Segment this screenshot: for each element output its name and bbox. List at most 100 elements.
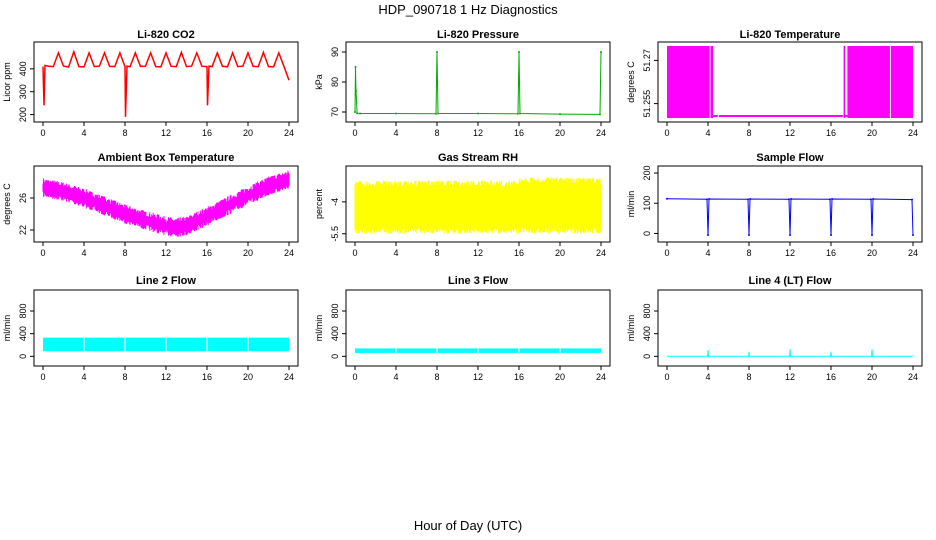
- x-tick-label: 8: [746, 372, 751, 382]
- panel-title: Li-820 Pressure: [437, 29, 519, 41]
- x-tick-label: 8: [122, 128, 127, 138]
- x-tick-label: 0: [352, 248, 357, 258]
- point: [749, 198, 752, 201]
- panel-title: Line 4 (LT) Flow: [749, 275, 832, 287]
- page-title: HDP_090718 1 Hz Diagnostics: [378, 2, 558, 17]
- y-tick-label: 800: [330, 303, 340, 318]
- x-tick-label: 16: [514, 248, 524, 258]
- y-axis-label: ml/min: [2, 315, 12, 342]
- point: [436, 51, 438, 53]
- x-tick-label: 8: [122, 372, 127, 382]
- point: [516, 112, 519, 115]
- x-tick-label: 0: [664, 248, 669, 258]
- y-tick-label: 400: [18, 61, 28, 76]
- x-tick-label: 0: [40, 248, 45, 258]
- y-tick-label: 400: [18, 326, 28, 341]
- y-tick-label: 0: [18, 354, 28, 359]
- point: [912, 233, 914, 236]
- y-tick-label: 200: [642, 166, 652, 181]
- y-tick-label: 800: [642, 303, 652, 318]
- y-axis-label: degrees C: [626, 61, 636, 103]
- x-tick-label: 20: [867, 248, 877, 258]
- y-axis-label: ml/min: [626, 191, 636, 218]
- panel-4: Ambient Box Temperature degrees C 0 4 8 12 16 2…: [2, 152, 299, 258]
- point: [831, 198, 834, 201]
- series-trace: [42, 170, 290, 237]
- y-tick-label: 51.255: [642, 90, 652, 118]
- x-tick-label: 8: [434, 372, 439, 382]
- point: [910, 198, 913, 201]
- panel-1: Li-820 CO2 Licor ppm 0 4 8 12 16 20 24 200 300 400: [2, 29, 299, 138]
- point: [707, 233, 709, 236]
- x-tick-label: 4: [81, 248, 86, 258]
- x-tick-label: 0: [40, 128, 45, 138]
- point: [598, 113, 601, 116]
- series-trace: [354, 177, 602, 234]
- x-tick-label: 24: [908, 372, 918, 382]
- x-tick-label: 0: [40, 372, 45, 382]
- x-tick-label: 20: [867, 128, 877, 138]
- panel-8: Line 3 Flow ml/min 0 4 8 12 16 20 24 0 400 800: [314, 275, 611, 382]
- rh-noise: [354, 177, 602, 234]
- y-tick-label: 0: [642, 231, 652, 236]
- series-trace: [42, 49, 290, 117]
- panel-title: Sample Flow: [756, 152, 824, 164]
- point: [871, 233, 873, 236]
- x-tick-label: 24: [284, 128, 294, 138]
- y-tick-label: 0: [642, 354, 652, 359]
- point: [828, 198, 831, 201]
- x-tick-label: 20: [555, 372, 565, 382]
- series-trace: [43, 337, 289, 352]
- x-tick-label: 12: [785, 372, 795, 382]
- y-tick-label: 300: [18, 84, 28, 99]
- series-line: [354, 51, 602, 115]
- x-tick-label: 20: [243, 128, 253, 138]
- x-tick-label: 16: [826, 248, 836, 258]
- x-tick-label: 0: [664, 128, 669, 138]
- panel-title: Line 3 Flow: [448, 275, 508, 287]
- x-tick-label: 12: [473, 128, 483, 138]
- x-tick-label: 4: [81, 128, 86, 138]
- x-tick-label: 8: [434, 128, 439, 138]
- y-tick-label: 100: [642, 196, 652, 211]
- y-tick-label: 26: [18, 193, 28, 203]
- point: [748, 233, 750, 236]
- y-tick-label: 800: [18, 303, 28, 318]
- point: [559, 113, 561, 116]
- x-tick-label: 12: [161, 372, 171, 382]
- x-tick-label: 12: [785, 248, 795, 258]
- x-axis-label: Hour of Day (UTC): [413, 518, 523, 533]
- x-tick-label: 12: [161, 128, 171, 138]
- x-tick-label: 4: [81, 372, 86, 382]
- x-tick-label: 24: [908, 128, 918, 138]
- point: [787, 198, 790, 201]
- y-axis-label: ml/min: [626, 315, 636, 342]
- point: [354, 111, 356, 113]
- x-tick-label: 24: [596, 372, 606, 382]
- point: [477, 112, 479, 115]
- y-tick-label: 80: [330, 77, 340, 87]
- x-tick-label: 4: [705, 372, 710, 382]
- panel-6: Sample Flow ml/min 0 4 8 12 16 20 24 0 100 200: [626, 152, 923, 258]
- series-trace: [666, 197, 914, 236]
- x-tick-label: 12: [161, 248, 171, 258]
- x-tick-label: 8: [122, 248, 127, 258]
- x-tick-label: 0: [352, 372, 357, 382]
- x-tick-label: 20: [243, 248, 253, 258]
- x-tick-label: 20: [555, 248, 565, 258]
- band: [847, 46, 913, 118]
- x-tick-label: 20: [243, 372, 253, 382]
- panel-title: Line 2 Flow: [136, 275, 196, 287]
- point: [600, 51, 602, 53]
- y-tick-label: 90: [330, 47, 340, 57]
- point: [354, 66, 357, 68]
- y-tick-label: 200: [18, 107, 28, 122]
- x-tick-label: 20: [867, 372, 877, 382]
- point: [434, 112, 437, 115]
- temp-noise: [42, 170, 290, 237]
- x-tick-label: 16: [202, 372, 212, 382]
- x-tick-label: 0: [352, 128, 357, 138]
- x-tick-label: 24: [596, 128, 606, 138]
- y-tick-label: -5.5: [330, 226, 340, 242]
